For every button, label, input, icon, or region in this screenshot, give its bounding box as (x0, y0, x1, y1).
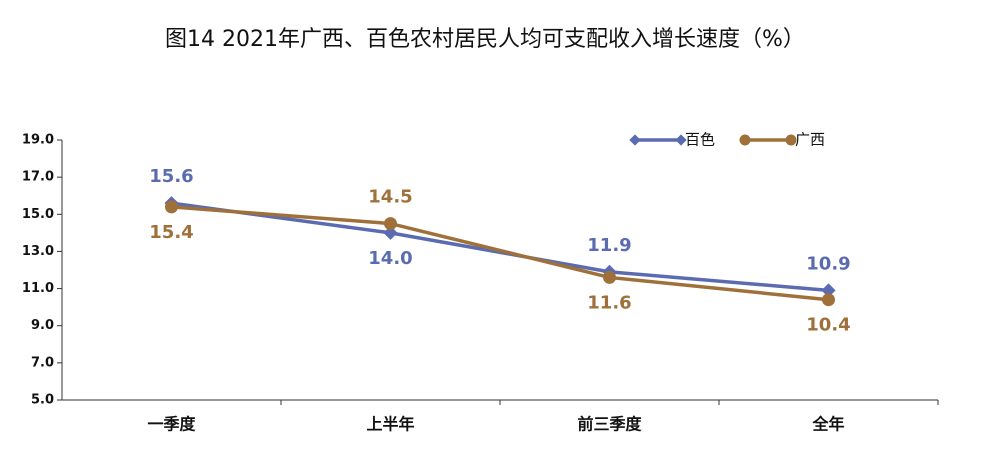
y-tick-label: 11.0 (22, 281, 54, 296)
legend-marker (739, 134, 751, 146)
data-label: 14.5 (368, 187, 412, 208)
data-label: 10.4 (806, 315, 850, 336)
marker (383, 225, 398, 240)
data-label: 10.9 (806, 253, 850, 274)
marker (821, 283, 836, 298)
x-tick-label: 前三季度 (577, 415, 642, 434)
data-label: 15.4 (149, 222, 193, 243)
y-tick-label: 7.0 (31, 355, 54, 370)
legend-label: 百色 (685, 131, 715, 149)
y-tick-label: 5.0 (31, 393, 54, 408)
marker (603, 270, 616, 284)
x-tick-label: 上半年 (366, 415, 414, 434)
series-line (171, 205, 829, 302)
marker (822, 293, 835, 307)
legend-marker (785, 134, 797, 146)
marker (165, 200, 178, 214)
legend-marker (675, 134, 687, 146)
legend-marker (629, 134, 641, 146)
x-tick-label: 全年 (811, 415, 844, 434)
legend-label: 广西 (795, 131, 825, 149)
data-label: 11.6 (587, 292, 631, 313)
y-tick-label: 9.0 (31, 318, 54, 333)
marker (384, 217, 397, 231)
data-label: 11.9 (587, 235, 631, 256)
y-tick-label: 15.0 (22, 207, 54, 222)
x-tick-label: 一季度 (147, 415, 196, 434)
y-tick-label: 13.0 (22, 244, 54, 259)
data-label: 15.6 (149, 166, 193, 187)
series-line (171, 201, 829, 293)
y-tick-label: 19.0 (22, 133, 54, 148)
chart-title: 图14 2021年广西、百色农村居民人均可支配收入增长速度（%） (165, 27, 805, 52)
data-label: 14.0 (368, 248, 412, 269)
y-tick-label: 17.0 (22, 170, 54, 185)
